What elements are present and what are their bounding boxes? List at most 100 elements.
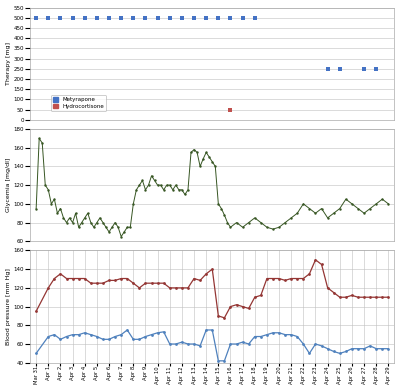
Point <box>227 224 234 230</box>
Point <box>148 280 155 286</box>
Point <box>84 210 91 216</box>
Point <box>136 182 142 188</box>
Point <box>343 348 349 355</box>
Point <box>336 66 343 72</box>
Point <box>36 135 42 142</box>
Point <box>173 182 179 188</box>
Point <box>349 292 355 298</box>
Point <box>69 220 76 226</box>
Point <box>191 147 197 153</box>
Point <box>94 15 100 21</box>
Point <box>240 339 246 345</box>
Point <box>136 336 142 342</box>
Point <box>324 346 331 352</box>
Point <box>33 206 39 212</box>
Point <box>51 196 58 202</box>
Point <box>154 280 161 286</box>
Point <box>106 277 112 284</box>
Point <box>130 336 136 342</box>
Point <box>282 220 288 226</box>
Point <box>227 106 234 113</box>
Point <box>294 210 300 216</box>
Point <box>246 341 252 347</box>
Point <box>145 182 152 188</box>
Point <box>318 206 325 212</box>
Point <box>112 220 118 226</box>
Point <box>45 15 52 21</box>
Point <box>179 187 185 193</box>
Point <box>246 305 252 312</box>
Point <box>88 280 94 286</box>
Point <box>106 336 112 342</box>
Point <box>233 301 240 308</box>
Point <box>212 163 218 170</box>
Point <box>355 206 361 212</box>
Point <box>94 220 100 226</box>
Point <box>276 224 282 230</box>
Point <box>288 275 294 282</box>
Point <box>103 224 109 230</box>
Point <box>45 333 52 340</box>
Point <box>330 210 337 216</box>
Point <box>72 210 79 216</box>
Point <box>179 285 185 291</box>
Point <box>166 182 173 188</box>
Point <box>136 285 142 291</box>
Point <box>197 277 203 284</box>
Point <box>115 224 121 230</box>
Point <box>203 15 209 21</box>
Point <box>76 224 82 230</box>
Point <box>200 156 206 162</box>
Point <box>124 327 130 333</box>
Point <box>330 348 337 355</box>
Point <box>300 275 306 282</box>
Point <box>318 261 325 268</box>
Point <box>82 215 88 221</box>
Point <box>373 294 380 300</box>
Point <box>130 15 136 21</box>
Point <box>306 271 313 277</box>
Point <box>240 303 246 310</box>
Point <box>227 303 234 310</box>
Point <box>361 66 367 72</box>
Point <box>57 271 64 277</box>
Point <box>118 332 124 338</box>
Point <box>252 294 258 300</box>
Legend: Metyrapone, Hydrocortisone: Metyrapone, Hydrocortisone <box>51 95 106 112</box>
Point <box>379 294 386 300</box>
Point <box>276 330 282 336</box>
Point <box>112 277 118 284</box>
Point <box>379 346 386 352</box>
Point <box>209 266 216 272</box>
Point <box>349 346 355 352</box>
Point <box>166 341 173 347</box>
Point <box>154 15 161 21</box>
Point <box>191 15 197 21</box>
Y-axis label: Therapy [mg]: Therapy [mg] <box>6 42 10 85</box>
Point <box>139 177 146 184</box>
Point <box>233 341 240 347</box>
Point <box>355 346 361 352</box>
Point <box>191 275 197 282</box>
Point <box>215 15 222 21</box>
Point <box>373 66 380 72</box>
Point <box>63 275 70 282</box>
Point <box>133 187 140 193</box>
Point <box>97 215 103 221</box>
Point <box>173 285 179 291</box>
Point <box>94 280 100 286</box>
Point <box>282 332 288 338</box>
Point <box>78 220 85 226</box>
Point <box>148 173 155 179</box>
Point <box>252 15 258 21</box>
Point <box>355 294 361 300</box>
Point <box>100 336 106 342</box>
Point <box>361 346 367 352</box>
Point <box>45 187 52 193</box>
Point <box>258 333 264 340</box>
Point <box>48 201 54 207</box>
Point <box>158 182 164 188</box>
Point <box>164 182 170 188</box>
Point <box>185 341 191 347</box>
Point <box>300 201 306 207</box>
